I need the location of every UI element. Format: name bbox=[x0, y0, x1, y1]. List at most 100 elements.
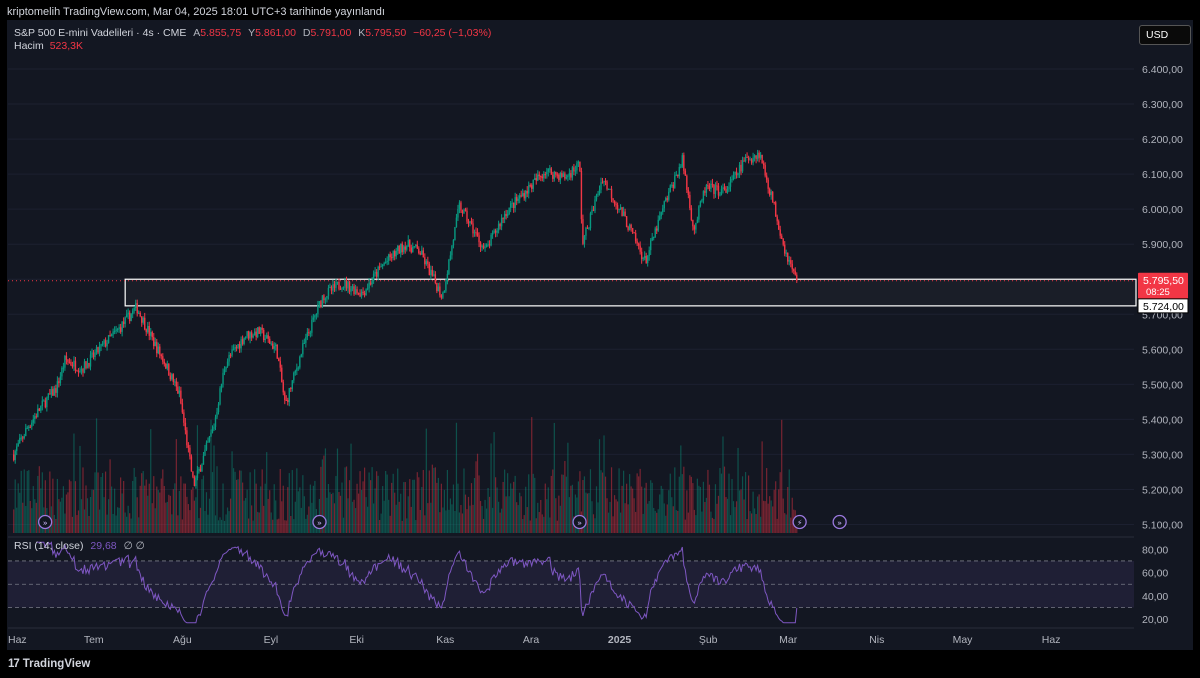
candle-body bbox=[208, 436, 211, 442]
candle-body bbox=[759, 154, 762, 158]
candle-body bbox=[787, 252, 789, 262]
candle-body bbox=[555, 171, 557, 175]
volume-bar bbox=[202, 475, 205, 533]
candle-body bbox=[134, 303, 137, 308]
volume-bar bbox=[479, 500, 482, 533]
volume-bar bbox=[388, 499, 390, 533]
volume-bar bbox=[538, 512, 540, 533]
candle-body bbox=[702, 191, 705, 201]
candle-body bbox=[561, 173, 563, 177]
price-tick-label: 5.200,00 bbox=[1142, 484, 1183, 496]
volume-bar bbox=[466, 509, 468, 533]
candle-body bbox=[509, 203, 512, 208]
volume-bar bbox=[585, 492, 587, 533]
candle-body bbox=[362, 291, 364, 293]
candle-body bbox=[256, 327, 259, 337]
candle-body bbox=[431, 269, 434, 276]
volume-bar bbox=[258, 512, 260, 533]
candle-body bbox=[692, 219, 694, 227]
change-value: −60,25 (−1,03%) bbox=[413, 27, 492, 39]
candle-body bbox=[345, 280, 348, 289]
candle-body bbox=[267, 335, 269, 339]
candle-body bbox=[202, 455, 205, 465]
candle-body bbox=[175, 381, 178, 387]
volume-bar bbox=[342, 517, 345, 533]
candle-body bbox=[621, 207, 623, 217]
candle-body bbox=[348, 281, 351, 292]
candle-body bbox=[744, 156, 747, 162]
volume-bar bbox=[13, 509, 15, 533]
volume-bar bbox=[409, 479, 411, 533]
candle-body bbox=[356, 289, 358, 294]
currency-button[interactable]: USD bbox=[1139, 25, 1191, 45]
lightning-icon[interactable] bbox=[792, 514, 807, 530]
candle-body bbox=[662, 208, 664, 213]
candle-body bbox=[437, 286, 440, 292]
candle-body bbox=[226, 361, 229, 367]
fast-forward-icon[interactable] bbox=[832, 514, 847, 530]
candle-body bbox=[517, 198, 519, 201]
volume-bar bbox=[141, 473, 143, 533]
candle-body bbox=[228, 355, 230, 362]
candle-body bbox=[186, 430, 188, 446]
fast-forward-icon[interactable] bbox=[312, 514, 327, 530]
volume-bar bbox=[705, 497, 708, 533]
volume-bar bbox=[281, 501, 283, 533]
volume-bar bbox=[633, 498, 635, 533]
volume-bar bbox=[309, 484, 311, 533]
candle-body bbox=[424, 257, 426, 265]
volume-bar bbox=[231, 451, 233, 533]
candle-body bbox=[294, 370, 297, 373]
candle-body bbox=[333, 284, 336, 288]
volume-bar bbox=[351, 501, 354, 533]
volume-bar bbox=[324, 448, 327, 533]
volume-bar bbox=[487, 488, 489, 533]
candle-body bbox=[136, 303, 138, 314]
time-tick-label: Mar bbox=[779, 634, 798, 646]
candle-body bbox=[308, 332, 310, 334]
volume-bar bbox=[681, 474, 683, 533]
volume-bar bbox=[684, 519, 686, 533]
volume-bar bbox=[609, 501, 611, 533]
candle-body bbox=[276, 344, 278, 359]
volume-bar bbox=[460, 504, 462, 533]
candle-body bbox=[17, 443, 19, 447]
volume-bar bbox=[52, 478, 54, 533]
volume-bar bbox=[448, 509, 450, 533]
fast-forward-icon[interactable] bbox=[38, 514, 53, 530]
candle-body bbox=[406, 246, 408, 250]
candle-body bbox=[550, 168, 553, 175]
candle-body bbox=[19, 437, 21, 444]
volume-bar bbox=[498, 501, 500, 533]
candle-body bbox=[466, 210, 468, 222]
volume-bar bbox=[156, 486, 158, 533]
volume-bar bbox=[112, 513, 114, 533]
volume-bar bbox=[126, 516, 128, 533]
candle-body bbox=[369, 282, 372, 285]
candle-body bbox=[457, 208, 459, 218]
volume-bar bbox=[766, 468, 768, 533]
candle-body bbox=[309, 332, 312, 334]
candle-body bbox=[779, 229, 781, 236]
volume-bar bbox=[449, 498, 452, 533]
time-tick-label: May bbox=[953, 634, 974, 646]
candle-body bbox=[372, 273, 375, 281]
candle-body bbox=[461, 210, 464, 214]
candle-body bbox=[174, 381, 176, 383]
volume-bar bbox=[604, 476, 607, 533]
tradingview-brand[interactable]: 17 TradingView bbox=[8, 658, 90, 670]
candle-body bbox=[213, 426, 215, 429]
volume-bar bbox=[154, 508, 156, 533]
candle-body bbox=[225, 366, 227, 370]
volume-bar bbox=[74, 481, 77, 533]
candle-body bbox=[31, 422, 33, 427]
candle-body bbox=[433, 274, 435, 276]
volume-bar bbox=[157, 490, 159, 533]
volume-bar bbox=[406, 518, 408, 533]
fast-forward-icon[interactable] bbox=[572, 514, 587, 530]
volume-bar bbox=[757, 496, 759, 533]
volume-bar bbox=[541, 514, 543, 533]
volume-bar bbox=[370, 480, 372, 533]
candle-body bbox=[525, 190, 527, 199]
